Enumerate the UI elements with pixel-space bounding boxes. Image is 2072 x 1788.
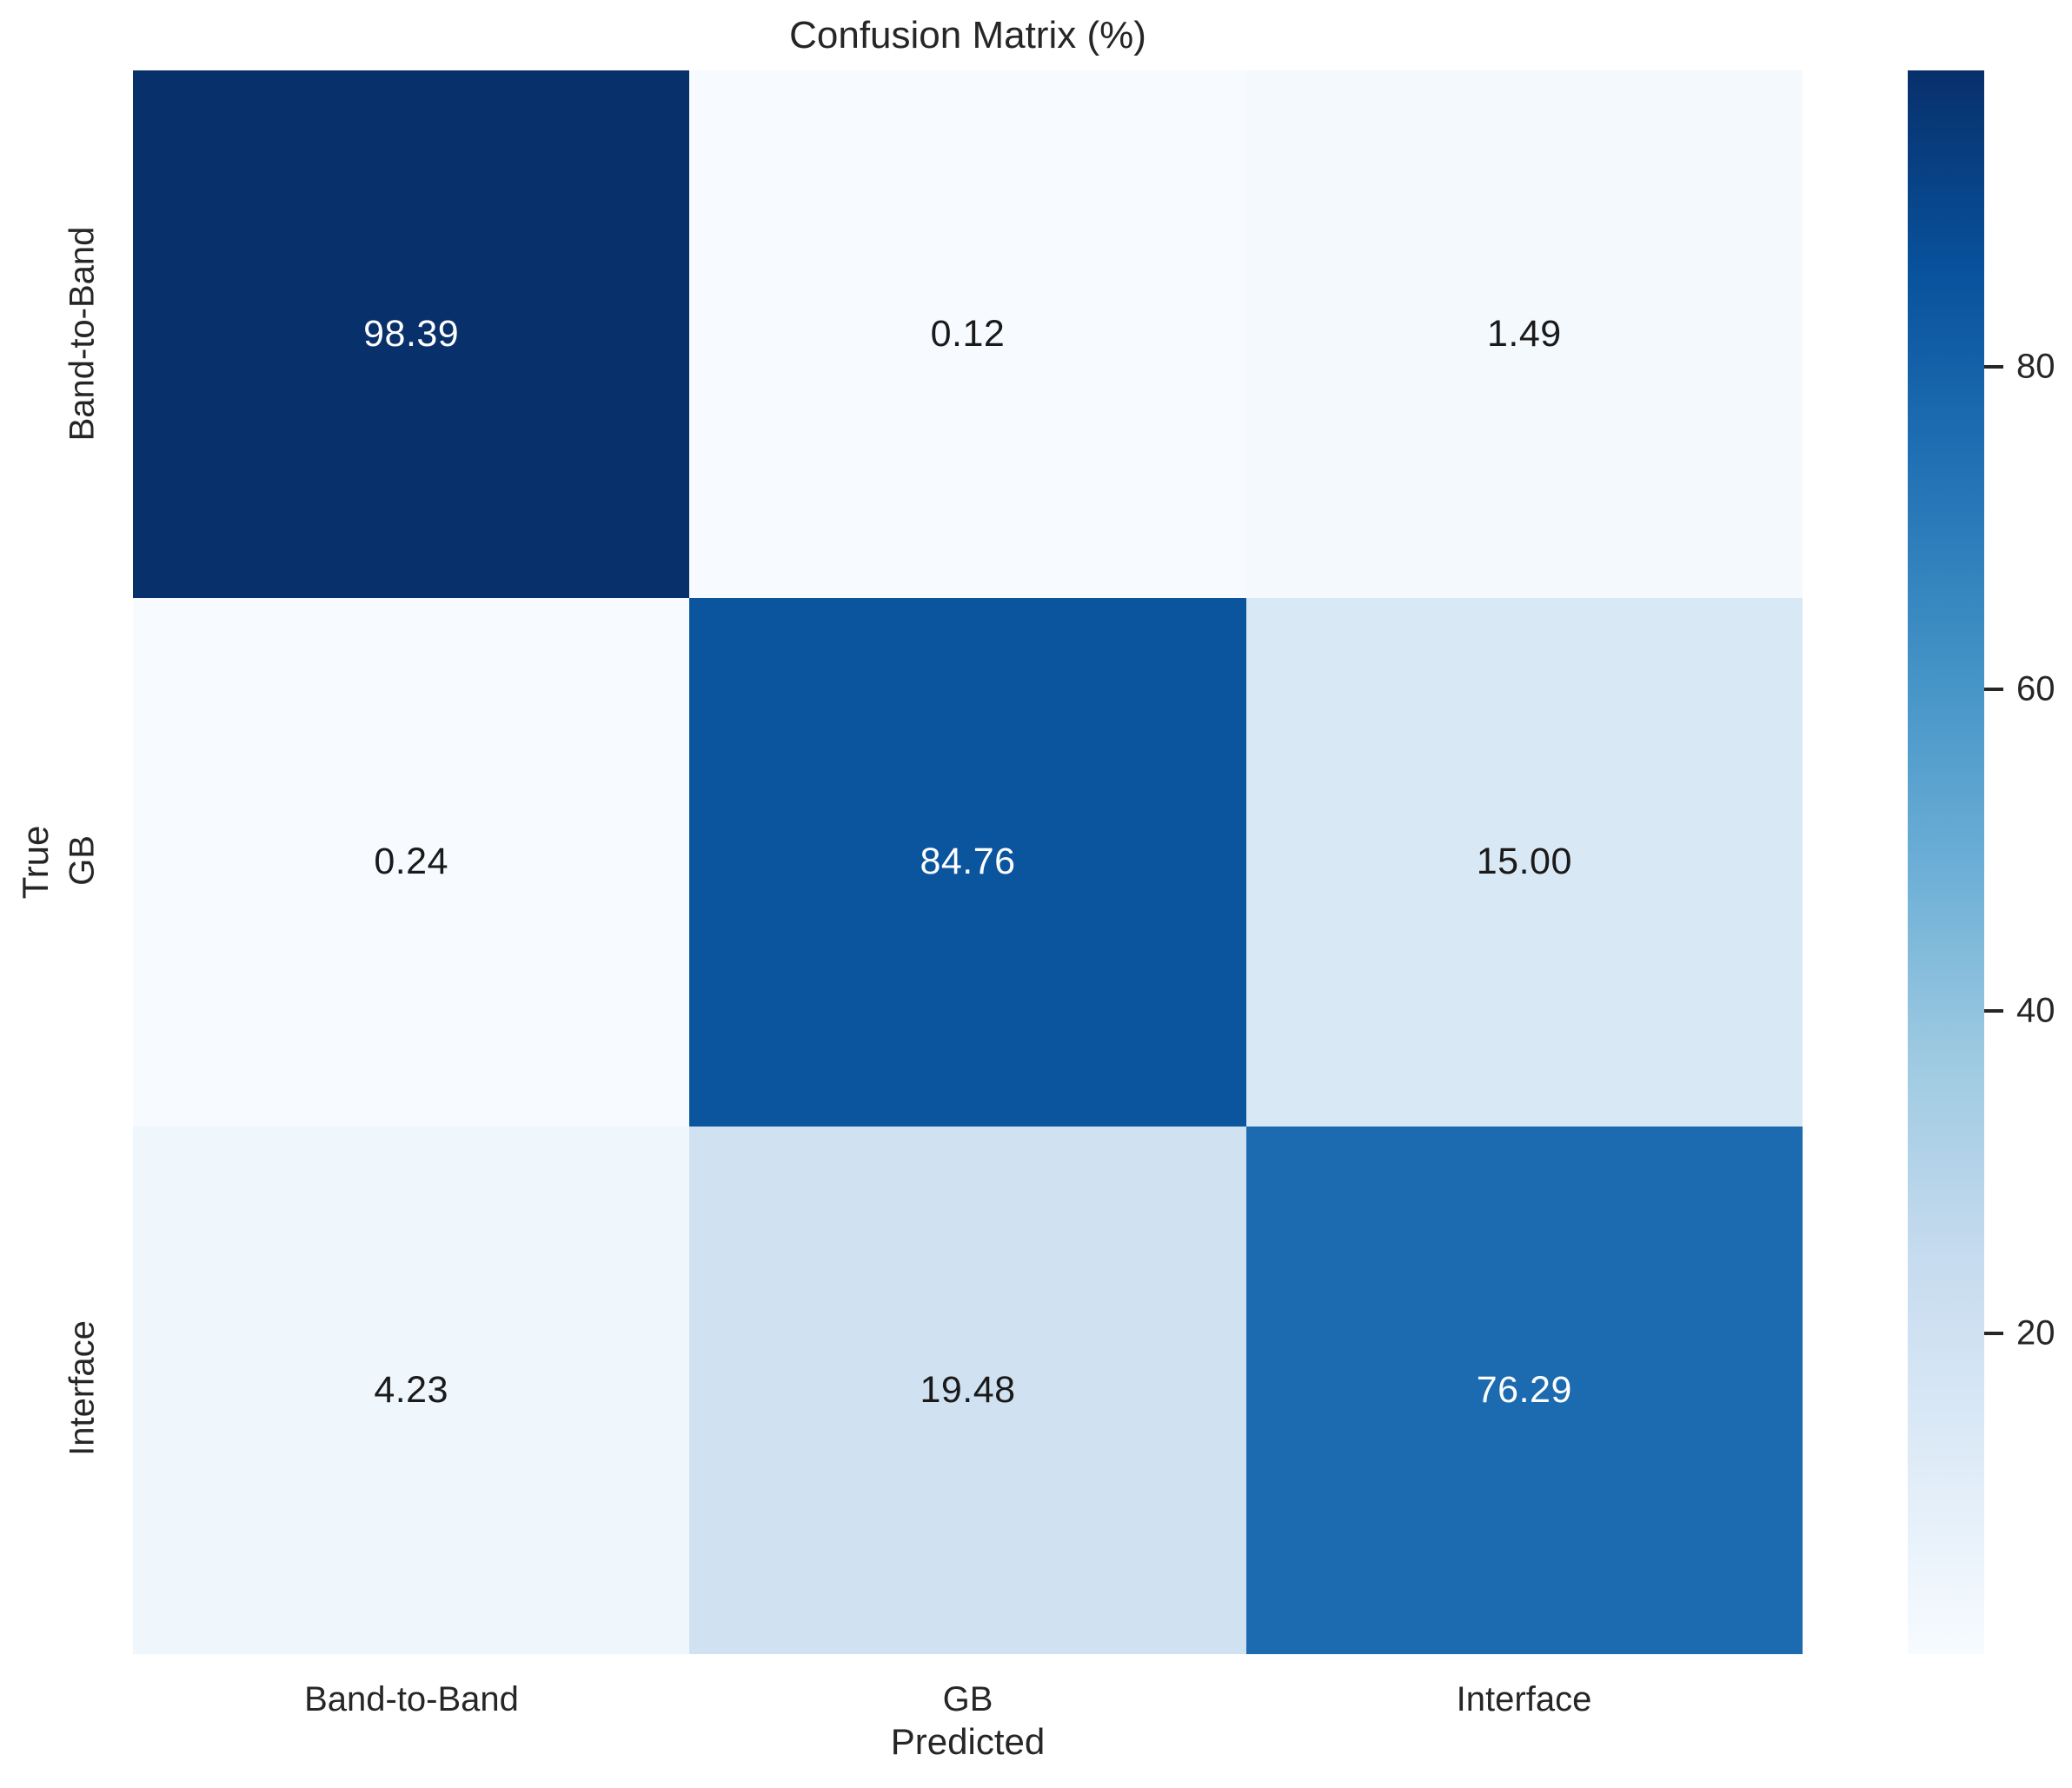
cell-value: 19.48: [920, 1368, 1016, 1411]
x-tick-band-to-band: Band-to-Band: [304, 1680, 519, 1718]
colorbar: [1908, 70, 1984, 1654]
cell-r2c2: 76.29: [1245, 1126, 1803, 1654]
cell-value: 84.76: [920, 841, 1016, 883]
cell-value: 1.49: [1486, 313, 1562, 356]
x-tick-interface: Interface: [1456, 1680, 1592, 1718]
colorbar-tick-label-40: 40: [2016, 991, 2055, 1030]
colorbar-tick-mark-80: [1984, 365, 2003, 369]
x-tick-gb: GB: [942, 1680, 993, 1718]
colorbar-tick-mark-20: [1984, 1332, 2003, 1335]
cell-r2c1: 19.48: [689, 1126, 1246, 1654]
chart-title: Confusion Matrix (%): [789, 14, 1146, 56]
x-axis-label: Predicted: [890, 1721, 1046, 1762]
cell-r0c1: 0.12: [689, 70, 1246, 599]
cell-value: 0.24: [374, 841, 449, 883]
cell-r1c1: 84.76: [689, 598, 1246, 1127]
colorbar-tick-mark-60: [1984, 688, 2003, 691]
heatmap: 98.39 0.12 1.49 0.24 84.76 15.00 4.23 19…: [133, 70, 1803, 1654]
cell-r2c0: 4.23: [133, 1126, 690, 1654]
cell-r0c2: 1.49: [1245, 70, 1803, 599]
y-tick-gb: GB: [63, 835, 102, 886]
cell-value: 98.39: [363, 313, 460, 356]
colorbar-tick-mark-40: [1984, 1009, 2003, 1013]
cell-value: 76.29: [1476, 1368, 1572, 1411]
cell-value: 0.12: [930, 313, 1006, 356]
y-tick-interface: Interface: [63, 1320, 102, 1456]
cell-r1c2: 15.00: [1245, 598, 1803, 1127]
cell-r0c0: 98.39: [133, 70, 690, 599]
colorbar-tick-label-60: 60: [2016, 669, 2055, 708]
cell-value: 15.00: [1476, 841, 1572, 883]
colorbar-tick-label-80: 80: [2016, 347, 2055, 386]
y-axis-label: True: [15, 825, 56, 900]
cell-r1c0: 0.24: [133, 598, 690, 1127]
colorbar-tick-label-20: 20: [2016, 1313, 2055, 1353]
y-tick-band-to-band: Band-to-Band: [63, 226, 102, 442]
cell-value: 4.23: [374, 1368, 449, 1411]
